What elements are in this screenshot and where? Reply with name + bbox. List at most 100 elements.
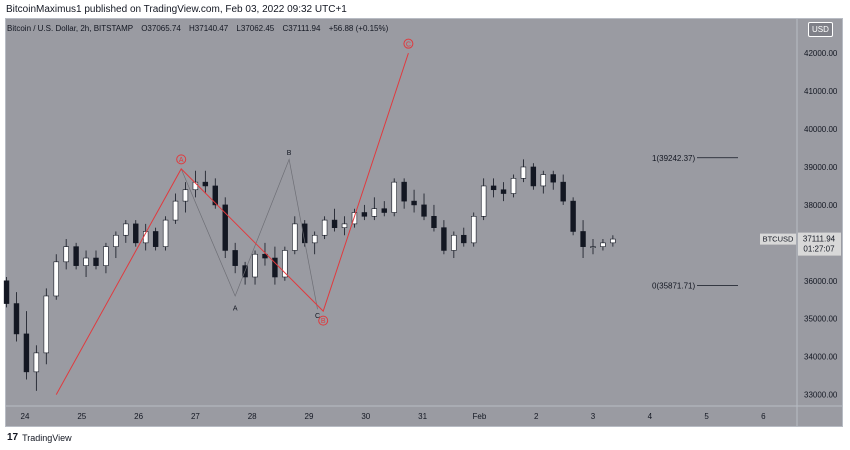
tradingview-brand[interactable]: 17 TradingView — [7, 432, 72, 443]
wave-label: C — [315, 313, 320, 320]
candle-body — [500, 189, 507, 194]
symbol-tag — [760, 233, 796, 245]
candle-body — [23, 333, 30, 373]
wave-label-circle — [318, 315, 329, 326]
y-tick-label: 41000.00 — [804, 87, 838, 96]
wave-label: A — [233, 305, 238, 312]
x-tick-label: 2 — [534, 412, 539, 421]
candle-body — [510, 178, 517, 194]
candle-body — [73, 246, 79, 266]
x-tick-label: 24 — [21, 412, 30, 421]
candle-body — [202, 181, 209, 187]
candle-body — [282, 250, 288, 278]
wave-label: C — [406, 41, 411, 48]
chart-area[interactable] — [5, 18, 843, 427]
candle-body — [172, 200, 179, 221]
x-tick-label: 3 — [591, 412, 596, 421]
brand-label: TradingView — [22, 432, 72, 443]
y-tick-label: 35000.00 — [804, 315, 838, 324]
x-tick-label: 5 — [704, 412, 709, 421]
wave-label: B — [321, 318, 326, 325]
candle-body — [83, 257, 89, 266]
candle-body — [570, 200, 576, 232]
candle-body — [232, 250, 238, 266]
x-tick-label: 26 — [134, 412, 143, 421]
candle-body — [113, 234, 119, 247]
sub-wave-path — [180, 158, 318, 310]
change-value: +56.88 (+0.15%) — [328, 24, 389, 33]
candle-body — [490, 185, 497, 191]
tradingview-logo-icon: 17 — [7, 432, 19, 443]
candle-body — [133, 223, 139, 244]
candle-body — [341, 223, 348, 228]
candle-body — [421, 204, 427, 217]
low-value: L37062.45 — [236, 24, 275, 33]
candle-body — [63, 246, 69, 263]
candle-body — [262, 253, 268, 259]
candle-body — [600, 242, 606, 247]
open-value: O37065.74 — [141, 24, 181, 33]
candle-body — [252, 253, 258, 278]
candle-body — [351, 212, 358, 225]
price-tag — [798, 232, 841, 256]
x-tick-label: Feb — [473, 412, 487, 421]
x-tick-label: 6 — [761, 412, 766, 421]
candle-body — [540, 174, 547, 187]
candle-body — [590, 246, 596, 248]
candle-body — [580, 231, 586, 247]
y-tick-label: 40000.00 — [804, 125, 838, 134]
candle-body — [182, 189, 189, 202]
candle-body — [431, 215, 437, 228]
candle-body — [391, 181, 397, 213]
candle-body — [471, 215, 477, 244]
candle-body — [331, 219, 338, 228]
x-tick-label: 31 — [418, 412, 427, 421]
candle-body — [123, 223, 129, 236]
y-tick-label: 42000.00 — [804, 49, 838, 58]
x-tick-label: 27 — [191, 412, 200, 421]
candle-body — [381, 208, 387, 213]
wave-label-circle — [403, 38, 414, 49]
price-tag-value: 37111.94 — [803, 235, 836, 244]
x-tick-label: 29 — [305, 412, 314, 421]
wave-label: B — [287, 150, 292, 157]
candle-body — [401, 181, 407, 202]
candle-body — [292, 223, 298, 251]
high-value: H37140.47 — [189, 24, 229, 33]
fib-level-label: 0(35871.71) — [652, 282, 695, 291]
symbol-info: Bitcoin / U.S. Dollar, 2h, BITSTAMP O370… — [7, 24, 388, 33]
candle-body — [103, 246, 109, 266]
candle-body — [43, 295, 50, 354]
candle-body — [152, 231, 159, 247]
candle-body — [441, 227, 447, 251]
fib-level-label: 1(39242.37) — [652, 154, 695, 163]
candle-body — [451, 234, 457, 251]
wave-path — [55, 52, 409, 395]
candle-body — [480, 185, 487, 217]
candle-body — [272, 257, 278, 278]
wave-label: A — [179, 157, 184, 164]
symbol-name: Bitcoin / U.S. Dollar, 2h, BITSTAMP — [7, 24, 133, 33]
candle-body — [162, 219, 169, 247]
x-tick-label: 30 — [361, 412, 370, 421]
candle-body — [53, 261, 59, 297]
candle-body — [93, 257, 99, 266]
candle-body — [361, 212, 368, 217]
y-tick-label: 34000.00 — [804, 353, 838, 362]
candle-body — [530, 166, 537, 187]
y-tick-label: 39000.00 — [804, 163, 838, 172]
candle-body — [411, 200, 417, 206]
candle-body — [3, 280, 10, 304]
x-tick-label: 28 — [248, 412, 257, 421]
candle-body — [212, 185, 218, 206]
candle-body — [321, 219, 328, 236]
candle-body — [461, 234, 467, 244]
wave-label-circle — [176, 154, 187, 165]
x-tick-label: 25 — [77, 412, 86, 421]
candle-body — [520, 166, 527, 179]
candle-body — [560, 181, 566, 202]
candle-body — [610, 238, 616, 244]
currency-button[interactable]: USD — [808, 22, 833, 37]
y-tick-label: 36000.00 — [804, 277, 838, 286]
